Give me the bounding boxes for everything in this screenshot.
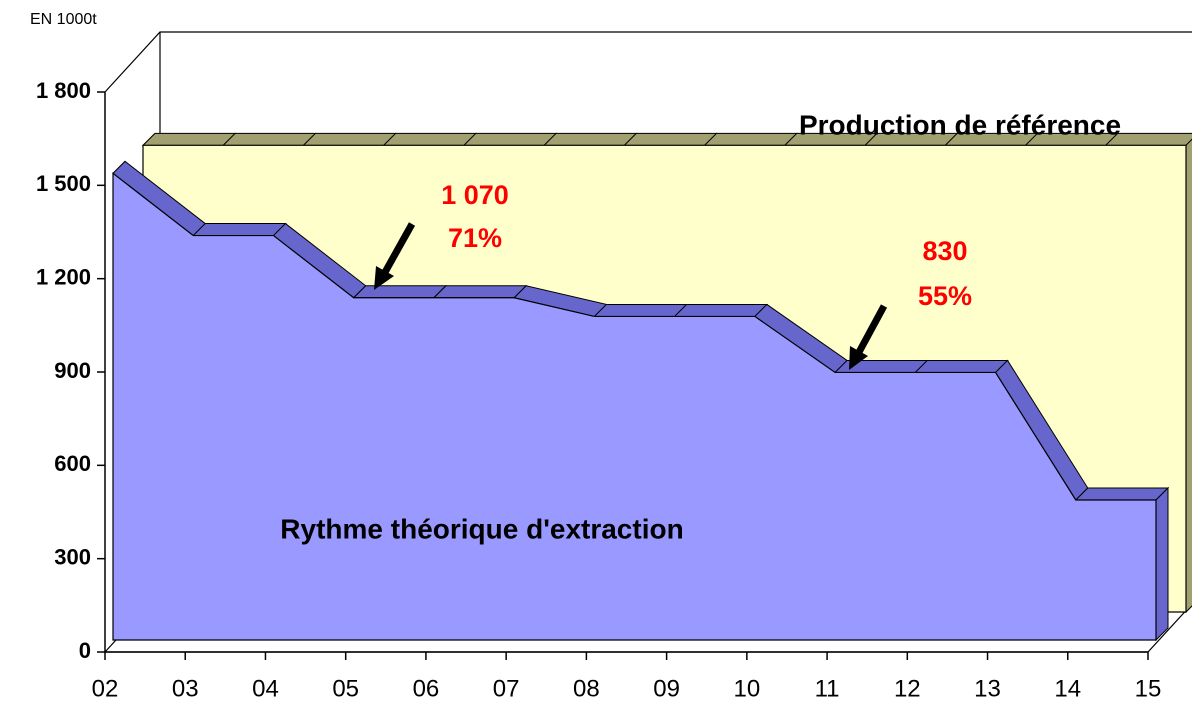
x-tick-label: 05 [332, 675, 359, 702]
x-tick-label: 07 [493, 675, 520, 702]
area-side [112, 160, 126, 174]
x-tick-label: 03 [172, 675, 199, 702]
series-label: Rythme théorique d'extraction [280, 513, 683, 544]
series-label: Production de référence [799, 109, 1121, 140]
area-side [1185, 138, 1192, 614]
annotation: 55% [918, 281, 972, 311]
area [112, 172, 1157, 641]
arrow-head [849, 346, 868, 370]
plot: 0 300 600 900 1 200 1 500 1 800 02 03 04 05 06 07 08 0… [36, 31, 1192, 702]
x-tick-label: 12 [894, 675, 921, 702]
area-top [222, 132, 317, 146]
area-top [623, 132, 718, 146]
area-top [141, 132, 237, 146]
y-tick-label: 900 [54, 358, 91, 383]
area-top [352, 285, 448, 299]
y-tick-label: 600 [54, 451, 91, 476]
y-tick-label: 1 200 [36, 264, 91, 289]
arrow [380, 222, 416, 276]
area-top [302, 132, 397, 146]
area-top [1074, 487, 1170, 501]
annotation: 71% [448, 223, 502, 253]
area-side [1155, 486, 1169, 642]
area-top [542, 132, 638, 146]
area-top [462, 132, 558, 146]
arrow [854, 304, 888, 356]
x-tick-label: 13 [974, 675, 1001, 702]
x-tick-label: 11 [815, 675, 840, 702]
x-tick-label: 15 [1135, 675, 1162, 702]
x-tick-label: 06 [413, 675, 440, 702]
area-top [192, 223, 287, 237]
x-tick-label: 09 [653, 675, 680, 702]
x-tick-label: 08 [573, 675, 600, 702]
y-tick-label: 300 [54, 544, 91, 569]
y-tick-label: 1 500 [36, 171, 91, 196]
x-tick-label: 14 [1054, 675, 1081, 702]
unit-label: EN 1000t [30, 11, 97, 28]
area-top [593, 303, 688, 317]
wall [104, 31, 1192, 93]
annotation: 830 [922, 236, 967, 266]
arrows [374, 222, 888, 370]
area-side [142, 132, 156, 146]
y-tick-label: 0 [79, 638, 91, 663]
area-top [833, 359, 929, 373]
annotation: 1 070 [441, 180, 509, 210]
area-top [382, 132, 478, 146]
y-tick-label: 1 800 [36, 78, 91, 103]
x-tick-label: 10 [733, 675, 760, 702]
area-top [673, 303, 769, 317]
x-tick-label: 02 [92, 675, 119, 702]
x-tick-label: 04 [252, 675, 279, 702]
arrow-head [374, 266, 394, 290]
area-top [914, 359, 1009, 373]
area-top [703, 132, 799, 146]
area-top [432, 285, 528, 299]
